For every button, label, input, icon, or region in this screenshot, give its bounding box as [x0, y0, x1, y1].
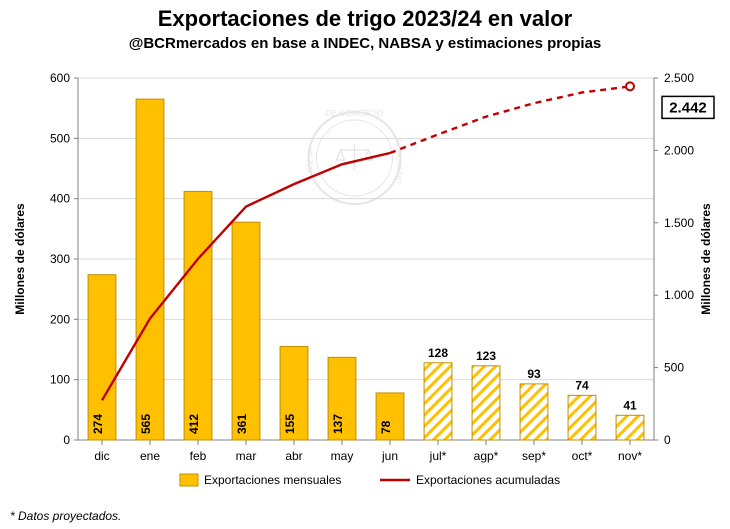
category-label: feb	[190, 449, 207, 463]
category-label: ene	[140, 449, 160, 463]
category-label: agp*	[474, 449, 499, 463]
legend-bar-swatch	[180, 474, 198, 486]
chart-title: Exportaciones de trigo 2023/24 en valor	[158, 6, 573, 31]
watermark: DE COMERCIO BOLSA DE ROSARIO	[307, 109, 401, 204]
left-tick-label: 400	[50, 192, 70, 206]
bar	[520, 384, 548, 440]
callout-value: 2.442	[669, 99, 707, 116]
right-tick-label: 1.500	[664, 216, 694, 230]
right-tick-label: 0	[664, 433, 671, 447]
svg-text:DE COMERCIO: DE COMERCIO	[326, 109, 383, 118]
legend-line-label: Exportaciones acumuladas	[416, 473, 560, 487]
bar-value-label: 155	[283, 414, 297, 434]
right-tick-label: 2.500	[664, 71, 694, 85]
bar-value-label: 412	[187, 414, 201, 434]
category-label: nov*	[618, 449, 642, 463]
left-axis-label: Millones de dólares	[13, 203, 27, 315]
legend-bar-label: Exportaciones mensuales	[204, 473, 341, 487]
bar-value-label: 565	[139, 414, 153, 434]
bar	[616, 415, 644, 440]
left-tick-label: 0	[63, 433, 70, 447]
bar-value-label: 78	[379, 420, 393, 434]
cumulative-line-dashed	[390, 86, 630, 153]
category-label: sep*	[522, 449, 546, 463]
category-label: mar	[236, 449, 257, 463]
bar-value-label: 128	[428, 346, 448, 360]
bar-value-label: 123	[476, 349, 496, 363]
line-end-marker	[626, 82, 634, 90]
svg-text:DE ROSARIO: DE ROSARIO	[394, 139, 401, 184]
left-tick-label: 100	[50, 373, 70, 387]
bar	[184, 191, 212, 440]
bar-value-label: 137	[331, 414, 345, 434]
left-tick-label: 600	[50, 71, 70, 85]
bar-value-label: 41	[623, 398, 637, 412]
bar	[424, 363, 452, 440]
left-tick-label: 300	[50, 252, 70, 266]
bar	[472, 366, 500, 440]
footnote: * Datos proyectados.	[10, 509, 121, 523]
chart-subtitle: @BCRmercados en base a INDEC, NABSA y es…	[129, 35, 602, 52]
category-label: dic	[94, 449, 109, 463]
bar-value-label: 74	[575, 378, 589, 392]
right-tick-label: 500	[664, 361, 684, 375]
bar	[232, 222, 260, 440]
bar-value-label: 361	[235, 414, 249, 434]
bar-value-label: 93	[527, 367, 541, 381]
right-axis-label: Millones de dólares	[699, 203, 713, 315]
category-label: may	[331, 449, 354, 463]
svg-text:BOLSA: BOLSA	[307, 149, 314, 173]
category-label: oct*	[572, 449, 593, 463]
bar-value-label: 274	[91, 414, 105, 434]
left-tick-label: 200	[50, 312, 70, 326]
legend: Exportaciones mensuales Exportaciones acu…	[180, 473, 560, 487]
category-label: abr	[285, 449, 302, 463]
right-tick-label: 1.000	[664, 288, 694, 302]
bar	[136, 99, 164, 440]
right-tick-label: 2.000	[664, 143, 694, 157]
left-tick-label: 500	[50, 131, 70, 145]
category-label: jul*	[429, 449, 447, 463]
category-label: jun	[381, 449, 398, 463]
bar	[568, 395, 596, 440]
